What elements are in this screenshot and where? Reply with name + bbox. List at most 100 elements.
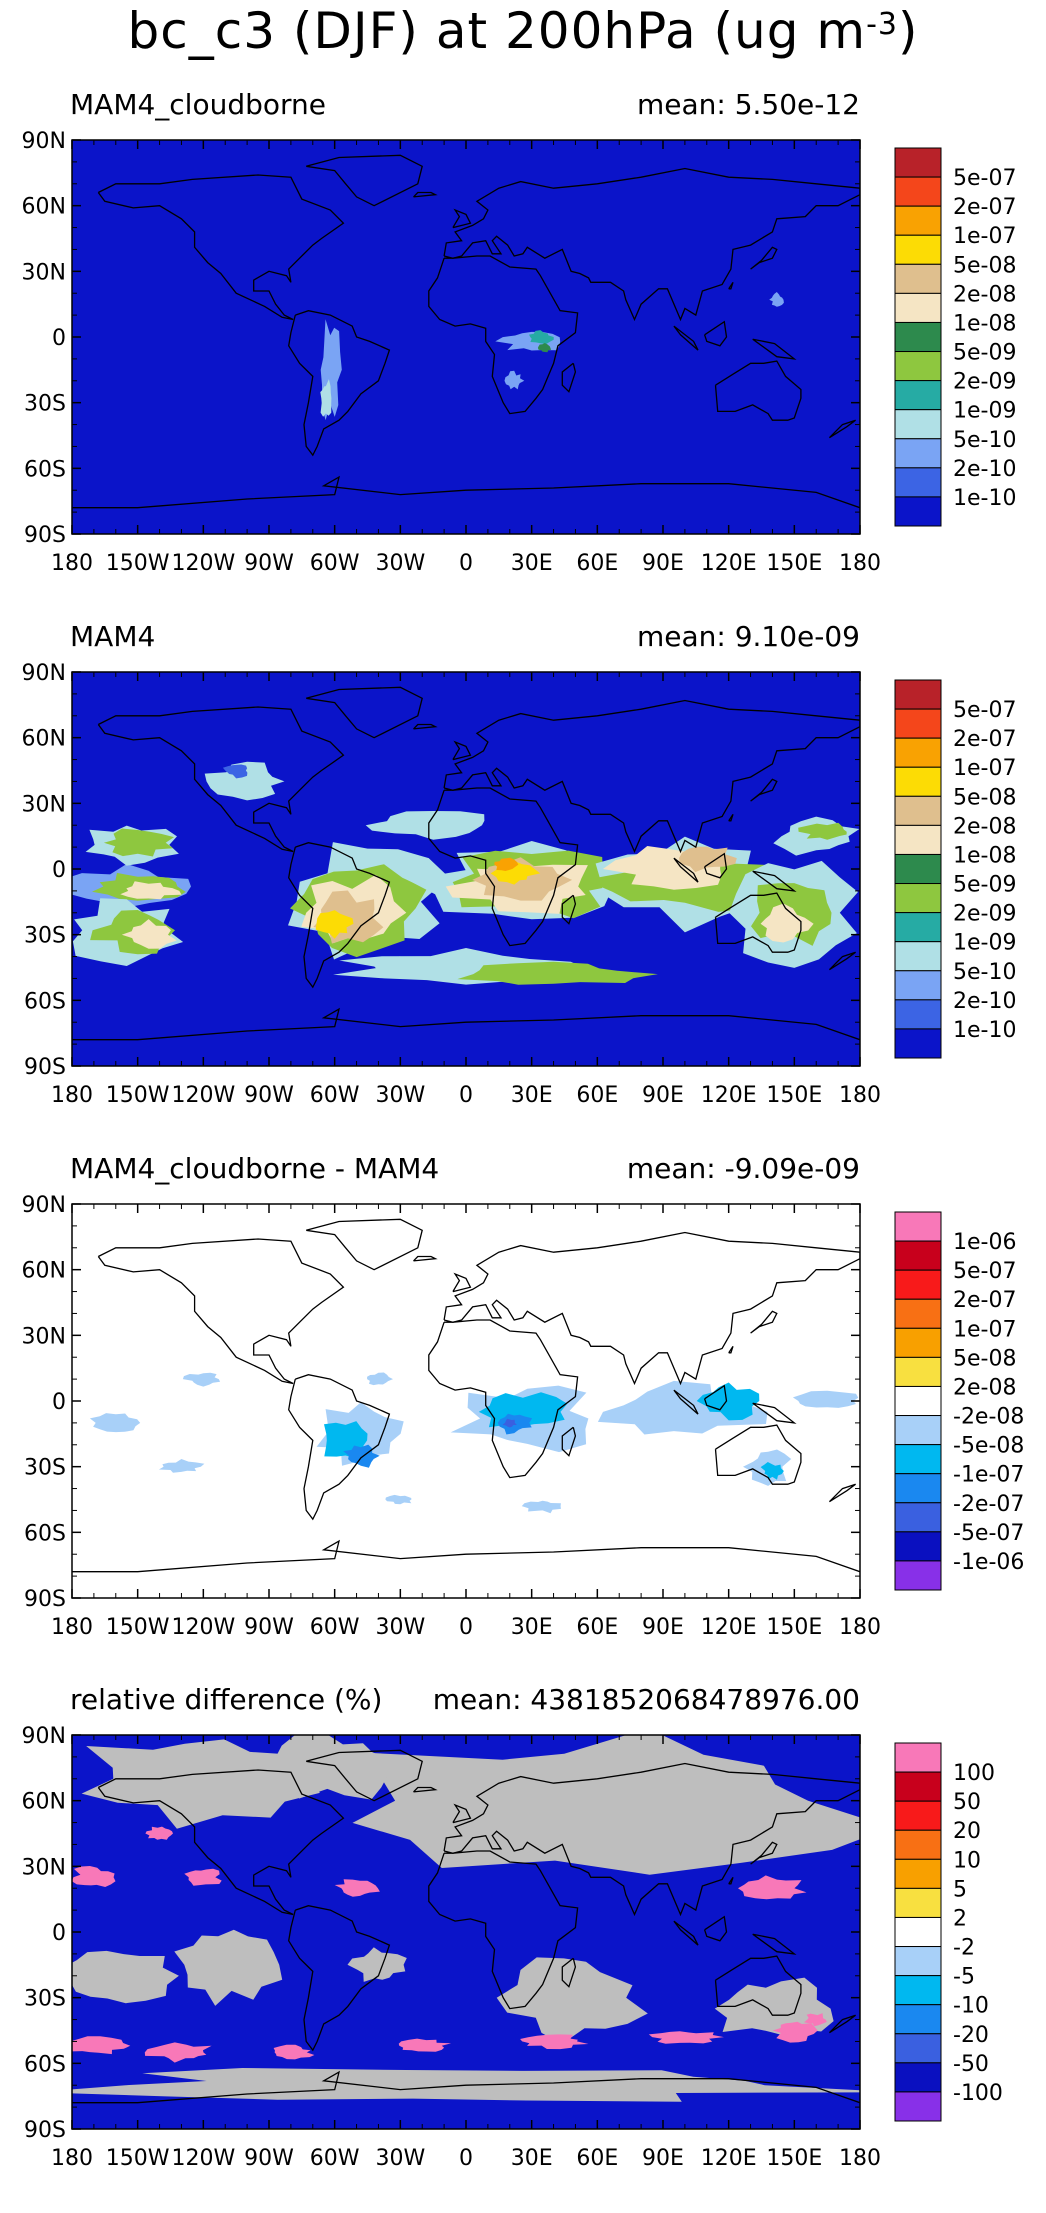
x-tick-label: 90W: [244, 2146, 294, 2171]
x-tick-label: 150E: [766, 2146, 822, 2171]
colorbar-swatch: [894, 1385, 942, 1417]
colorbar-swatch: [894, 205, 942, 236]
figure-title: bc_c3 (DJF) at 200hPa (ug m-3): [0, 0, 1046, 62]
colorbar-swatch: [894, 1975, 942, 2006]
colorbar-label: -1e-06: [953, 1550, 1024, 1575]
colorbar-swatch: [894, 1829, 942, 1860]
colorbar-swatch: [894, 496, 942, 527]
x-tick-label: 60E: [576, 1615, 618, 1640]
colorbar: 5e-07 2e-07 1e-07 5e-08 2e-08 1e-08 5e-09 2e-09…: [894, 679, 1016, 1059]
x-tick-label: 30W: [375, 1615, 425, 1640]
colorbar-swatch: [894, 351, 942, 382]
map-panel-difference: MAM4_cloudborne - MAM4 mean: -9.09e-09 9…: [0, 1152, 1046, 1682]
x-tick-label: 150W: [106, 551, 170, 576]
colorbar-label: 1e-07: [953, 1317, 1016, 1342]
y-tick-label: 60N: [22, 727, 66, 752]
x-tick-label: 60W: [310, 2146, 360, 2171]
colorbar-label: 5e-07: [953, 698, 1016, 723]
colorbar-swatch: [894, 2091, 942, 2122]
colorbar-swatch: [894, 999, 942, 1030]
x-tick-label: 120W: [171, 1083, 235, 1108]
colorbar-swatch: [894, 1473, 942, 1504]
colorbar-swatch: [894, 1502, 942, 1533]
colorbar-label: 2e-07: [953, 195, 1016, 220]
colorbar-label: 1e-08: [953, 843, 1016, 868]
colorbar-swatch: [894, 1327, 942, 1358]
y-tick-label: 90N: [22, 1193, 66, 1218]
colorbar-swatch: [894, 2004, 942, 2035]
y-tick-label: 60S: [24, 989, 66, 1014]
colorbar-swatch: [894, 1887, 942, 1918]
map-plot: 90N 60N 30N 0 30S 60S 90S 180 150W 120W 90W 60W 30W 0…: [22, 1193, 1025, 1640]
colorbar-swatch: [894, 912, 942, 943]
x-tick-label: 180: [51, 1083, 93, 1108]
y-tick-label: 30S: [24, 1456, 66, 1481]
coastlines: [72, 1749, 860, 2104]
colorbar-label: 5e-10: [953, 960, 1016, 985]
colorbar-label: -5e-07: [953, 1521, 1024, 1546]
colorbar-swatch: [894, 708, 942, 739]
colorbar-label: 5e-08: [953, 253, 1016, 278]
x-tick-label: 120W: [171, 1615, 235, 1640]
colorbar-swatch: [894, 1415, 942, 1446]
colorbar-label: 2e-07: [953, 1288, 1016, 1313]
x-tick-label: 150E: [766, 1083, 822, 1108]
x-tick-label: 180: [51, 1615, 93, 1640]
colorbar-swatch: [894, 1858, 942, 1889]
colorbar-label: -50: [953, 2052, 989, 2077]
colorbar-swatch: [894, 292, 942, 323]
figure-title-close: ): [897, 2, 919, 60]
x-tick-label: 120W: [171, 551, 235, 576]
colorbar-swatch: [894, 824, 942, 855]
y-tick-label: 0: [52, 1390, 66, 1415]
x-tick-label: 180: [839, 1615, 881, 1640]
x-tick-label: 120E: [701, 551, 757, 576]
colorbar-label: 2e-09: [953, 370, 1016, 395]
colorbar: 1e-06 5e-07 2e-07 1e-07 5e-08 2e-08 -2e-08 -5e-…: [894, 1211, 1024, 1591]
coastlines: [72, 1218, 860, 1573]
map-plot: 90N 60N 30N 0 30S 60S 90S 180 150W 120W 90W 60W 30W 0…: [22, 129, 1017, 576]
colorbar-label: -10: [953, 1994, 989, 2019]
x-tick-label: 120E: [701, 1615, 757, 1640]
y-tick-label: 60N: [22, 1790, 66, 1815]
x-tick-label: 90W: [244, 1615, 294, 1640]
x-tick-label: 0: [459, 2146, 473, 2171]
colorbar-swatch: [894, 176, 942, 207]
x-tick-label: 150W: [106, 1083, 170, 1108]
colorbar-swatch: [894, 1240, 942, 1271]
x-tick-label: 60W: [310, 551, 360, 576]
x-tick-label: 180: [51, 2146, 93, 2171]
colorbar-label: 1e-10: [953, 1018, 1016, 1043]
x-tick-label: 30W: [375, 2146, 425, 2171]
x-tick-label: 90W: [244, 551, 294, 576]
colorbar-swatch: [894, 1356, 942, 1387]
panel-mean: mean: 4381852068478976.00: [432, 1683, 860, 1716]
colorbar-label: 1e-09: [953, 931, 1016, 956]
x-tick-label: 150W: [106, 1615, 170, 1640]
map-panel-relative-difference: relative difference (%) mean: 4381852068…: [0, 1683, 1046, 2213]
y-tick-label: 30N: [22, 1324, 66, 1349]
field-layer: [72, 140, 860, 534]
colorbar-swatch: [894, 795, 942, 826]
colorbar-label: 1e-10: [953, 486, 1016, 511]
y-tick-label: 0: [52, 858, 66, 883]
panel-title: relative difference (%): [70, 1683, 383, 1716]
colorbar-swatch: [894, 321, 942, 353]
colorbar-swatch: [894, 2062, 942, 2093]
colorbar-swatch: [894, 1269, 942, 1300]
colorbar-label: 2e-08: [953, 1375, 1016, 1400]
panel-mean: mean: -9.09e-09: [626, 1152, 860, 1185]
colorbar-swatch: [894, 467, 942, 498]
x-tick-label: 90W: [244, 1083, 294, 1108]
x-tick-label: 90E: [642, 1615, 684, 1640]
x-tick-label: 120E: [701, 1083, 757, 1108]
colorbar-label: -1e-07: [953, 1463, 1024, 1488]
colorbar-swatch: [894, 147, 942, 178]
panel-mean: mean: 5.50e-12: [636, 88, 860, 121]
y-tick-label: 30N: [22, 792, 66, 817]
x-tick-label: 90E: [642, 1083, 684, 1108]
colorbar-label: -20: [953, 2023, 989, 2048]
colorbar-label: 100: [953, 1761, 995, 1786]
x-tick-label: 30W: [375, 551, 425, 576]
y-tick-label: 30N: [22, 1855, 66, 1880]
